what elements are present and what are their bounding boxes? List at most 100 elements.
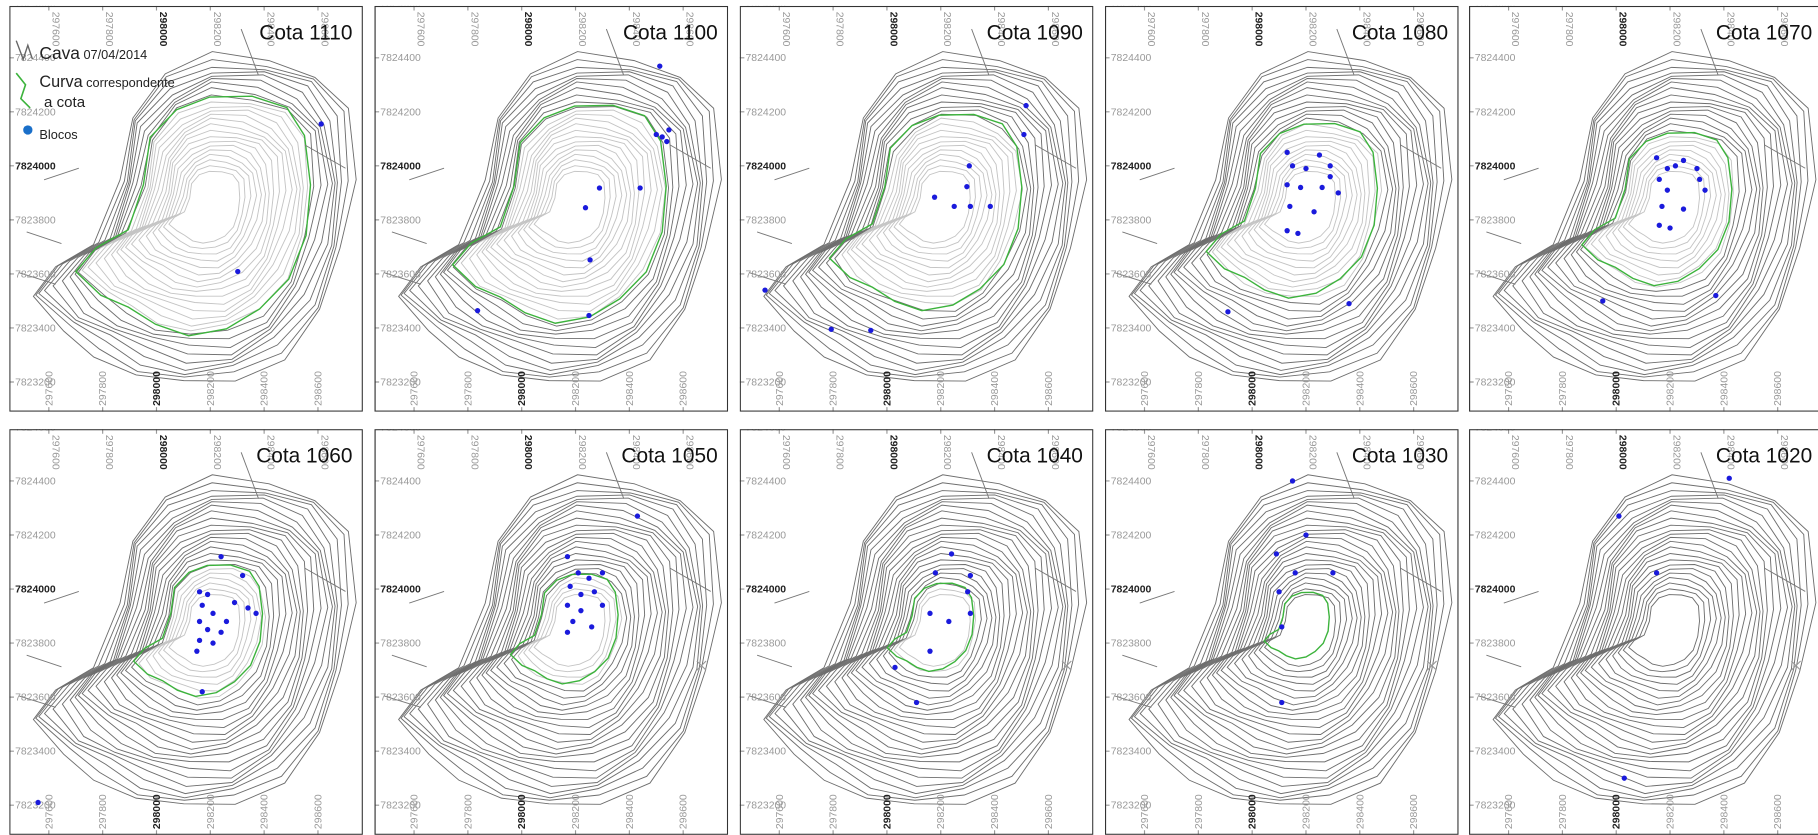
block bbox=[576, 570, 581, 575]
x-tick-label: 297600 bbox=[1509, 12, 1520, 47]
y-tick-label: 7823400 bbox=[380, 323, 421, 334]
y-tick-label: 7823400 bbox=[380, 747, 421, 758]
y-tick-label: 7823400 bbox=[15, 323, 56, 334]
x-tick-label: 298200 bbox=[941, 12, 952, 47]
block bbox=[245, 605, 250, 610]
block bbox=[1657, 177, 1662, 182]
x-tick-label: 298000 bbox=[887, 435, 898, 470]
y-tick-label: 7823600 bbox=[746, 269, 787, 280]
block bbox=[1713, 293, 1718, 298]
x-tick-label: 298000 bbox=[157, 435, 168, 470]
x-tick-label: 298000 bbox=[887, 12, 898, 47]
legend-label-detail: 07/04/2014 bbox=[83, 47, 147, 62]
x-tick-label: 297800 bbox=[1563, 435, 1574, 470]
y-tick-label: 7824200 bbox=[1111, 530, 1152, 541]
block bbox=[232, 600, 237, 605]
legend-label: Curvacorrespondente bbox=[39, 73, 174, 91]
map-panel: 2974002974002976002976002978002978002980… bbox=[1450, 422, 1818, 834]
y-tick-label: 7824200 bbox=[1111, 107, 1152, 118]
x-tick-label: 297800 bbox=[98, 794, 109, 829]
y-tick-label: 7824400 bbox=[1111, 53, 1152, 64]
x-tick-label: 297600 bbox=[1509, 435, 1520, 470]
block bbox=[586, 313, 591, 318]
y-tick-label: 7824000 bbox=[1111, 585, 1152, 596]
y-tick-label: 7823800 bbox=[746, 639, 787, 650]
x-tick-label: 297800 bbox=[829, 794, 840, 829]
x-tick-label: 298400 bbox=[1355, 794, 1366, 829]
block bbox=[210, 611, 215, 616]
block bbox=[1279, 700, 1284, 705]
y-tick-label: 7824000 bbox=[1111, 161, 1152, 172]
panel-title: Cota 1020 bbox=[1716, 445, 1812, 468]
x-tick-label: 298000 bbox=[1253, 12, 1264, 47]
x-tick-label: 297600 bbox=[415, 435, 426, 470]
x-tick-label: 298000 bbox=[152, 794, 163, 829]
block bbox=[964, 184, 969, 189]
x-tick-label: 297800 bbox=[1194, 794, 1205, 829]
x-tick-label: 298400 bbox=[260, 371, 271, 406]
x-tick-label: 298600 bbox=[313, 371, 324, 406]
x-tick-label: 298200 bbox=[1301, 794, 1312, 829]
block bbox=[967, 163, 972, 168]
block bbox=[1284, 228, 1289, 233]
y-tick-label: 7824000 bbox=[746, 161, 787, 172]
x-tick-label: 298400 bbox=[990, 794, 1001, 829]
block bbox=[1284, 150, 1289, 155]
block bbox=[1659, 204, 1664, 209]
block bbox=[197, 589, 202, 594]
x-tick-label: 298200 bbox=[936, 371, 947, 406]
legend-icon bbox=[23, 125, 32, 134]
y-tick-label: 7824000 bbox=[746, 585, 787, 596]
block bbox=[946, 619, 951, 624]
map-panel: 2974002974002976002976002978002978002980… bbox=[1450, 0, 1818, 412]
x-tick-label: 298000 bbox=[522, 435, 533, 470]
block bbox=[253, 611, 258, 616]
y-tick-label: 7823400 bbox=[1111, 323, 1152, 334]
x-tick-label: 298000 bbox=[1617, 435, 1628, 470]
block bbox=[1681, 206, 1686, 211]
legend-label: a cota bbox=[44, 94, 86, 111]
x-tick-label: 298000 bbox=[882, 794, 893, 829]
panel-title: Cota 1100 bbox=[623, 22, 718, 45]
y-tick-label: 7824000 bbox=[380, 161, 421, 172]
block bbox=[664, 139, 669, 144]
block bbox=[1346, 301, 1351, 306]
block bbox=[1654, 155, 1659, 160]
block bbox=[1021, 132, 1026, 137]
map-panel: 2974002974002976002976002978002978002980… bbox=[721, 0, 1093, 412]
y-tick-label: 7824200 bbox=[746, 530, 787, 541]
y-tick-label: 7823600 bbox=[1111, 693, 1152, 704]
x-tick-label: 298400 bbox=[260, 794, 271, 829]
block bbox=[235, 269, 240, 274]
y-tick-label: 7823200 bbox=[1111, 801, 1152, 812]
block bbox=[927, 649, 932, 654]
x-tick-label: 297800 bbox=[103, 12, 114, 47]
y-tick-label: 7824400 bbox=[746, 476, 787, 487]
block bbox=[567, 584, 572, 589]
y-tick-label: 7823400 bbox=[746, 747, 787, 758]
block bbox=[218, 630, 223, 635]
x-tick-label: 297800 bbox=[829, 371, 840, 406]
x-tick-label: 298600 bbox=[1044, 794, 1055, 829]
block bbox=[200, 603, 205, 608]
block bbox=[1330, 570, 1335, 575]
block bbox=[597, 185, 602, 190]
legend-label: Blocos bbox=[39, 127, 77, 142]
y-tick-label: 7823800 bbox=[15, 639, 56, 650]
y-tick-label: 7823200 bbox=[1111, 377, 1152, 388]
x-tick-label: 297800 bbox=[1199, 435, 1210, 470]
block bbox=[319, 121, 324, 126]
y-tick-label: 7824000 bbox=[15, 585, 56, 596]
figure: 2974002974002976002976002978002978002980… bbox=[0, 0, 1818, 835]
x-tick-label: 297800 bbox=[468, 435, 479, 470]
y-tick-label: 7823800 bbox=[1111, 639, 1152, 650]
y-tick-label: 7823400 bbox=[1111, 747, 1152, 758]
block bbox=[1287, 204, 1292, 209]
block bbox=[35, 800, 40, 805]
block bbox=[583, 205, 588, 210]
panel-title: Cota 1040 bbox=[987, 445, 1083, 468]
x-tick-label: 297800 bbox=[834, 435, 845, 470]
x-tick-label: 298200 bbox=[941, 435, 952, 470]
x-tick-label: 298200 bbox=[936, 794, 947, 829]
block bbox=[578, 608, 583, 613]
